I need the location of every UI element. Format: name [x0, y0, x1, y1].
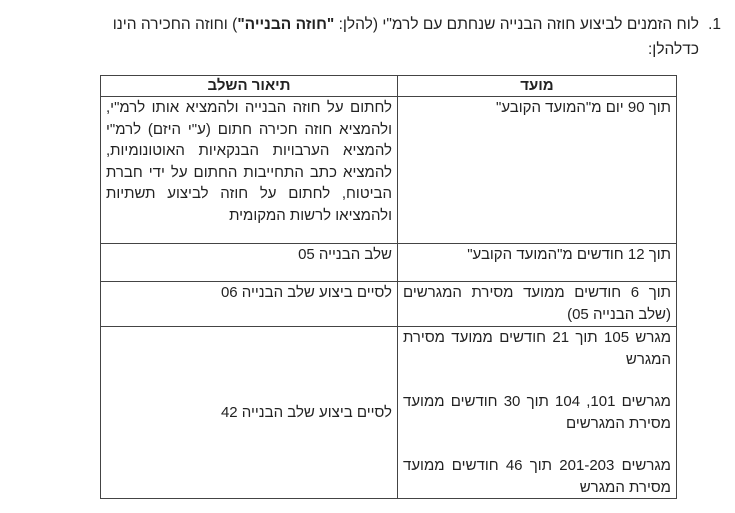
- deadline-cell: מגרש 105 תוך 21 חודשים ממועד מסירת המגרש…: [397, 326, 677, 499]
- deadline-item: מגרשים 101, 104 תוך 30 חודשים ממועד מסיר…: [403, 393, 671, 432]
- table-row: תוך 12 חודשים מ"המועד הקובע" שלב הבנייה …: [100, 243, 677, 282]
- intro-line2: כדלהלן:: [648, 41, 699, 58]
- description-cell: לסיים ביצוע שלב הבנייה 42: [100, 326, 398, 499]
- deadline-cell: תוך 6 חודשים ממועד מסירת המגרשים (שלב הב…: [397, 281, 677, 327]
- defined-term: "חוזה הבנייה": [237, 16, 335, 33]
- deadline-item: מגרש 105 תוך 21 חודשים ממועד מסירת המגרש: [403, 329, 672, 368]
- header-deadline: מועד: [397, 75, 677, 97]
- item-number: 1.: [708, 16, 721, 33]
- table-row: תוך 6 חודשים ממועד מסירת המגרשים (שלב הב…: [100, 281, 677, 327]
- header-description: תיאור השלב: [100, 75, 398, 97]
- table-row: תוך 90 יום מ"המועד הקובע" לחתום על חוזה …: [100, 96, 677, 244]
- description-cell: שלב הבנייה 05: [100, 243, 398, 282]
- intro-text-end: ) וחוזה החכירה הינו: [112, 16, 238, 33]
- header-row: מועד תיאור השלב: [100, 75, 677, 97]
- description-cell: לחתום על חוזה הבנייה ולהמציא אותו לרמ"י,…: [100, 96, 398, 244]
- description-cell: לסיים ביצוע שלב הבנייה 06: [100, 281, 398, 327]
- intro-paragraph: 1. לוח הזמנים לביצוע חוזה הבנייה שנחתם עם…: [21, 12, 721, 62]
- deadline-cell: תוך 12 חודשים מ"המועד הקובע": [397, 243, 677, 282]
- schedule-table: מועד תיאור השלב תוך 90 יום מ"המועד הקובע…: [100, 75, 677, 499]
- deadline-item: מגרשים 201-203 תוך 46 חודשים ממועד מסירת…: [403, 457, 671, 496]
- intro-text: לוח הזמנים לביצוע חוזה הבנייה שנחתם עם ל…: [334, 16, 699, 33]
- table-row: מגרש 105 תוך 21 חודשים ממועד מסירת המגרש…: [100, 326, 677, 499]
- deadline-cell: תוך 90 יום מ"המועד הקובע": [397, 96, 677, 244]
